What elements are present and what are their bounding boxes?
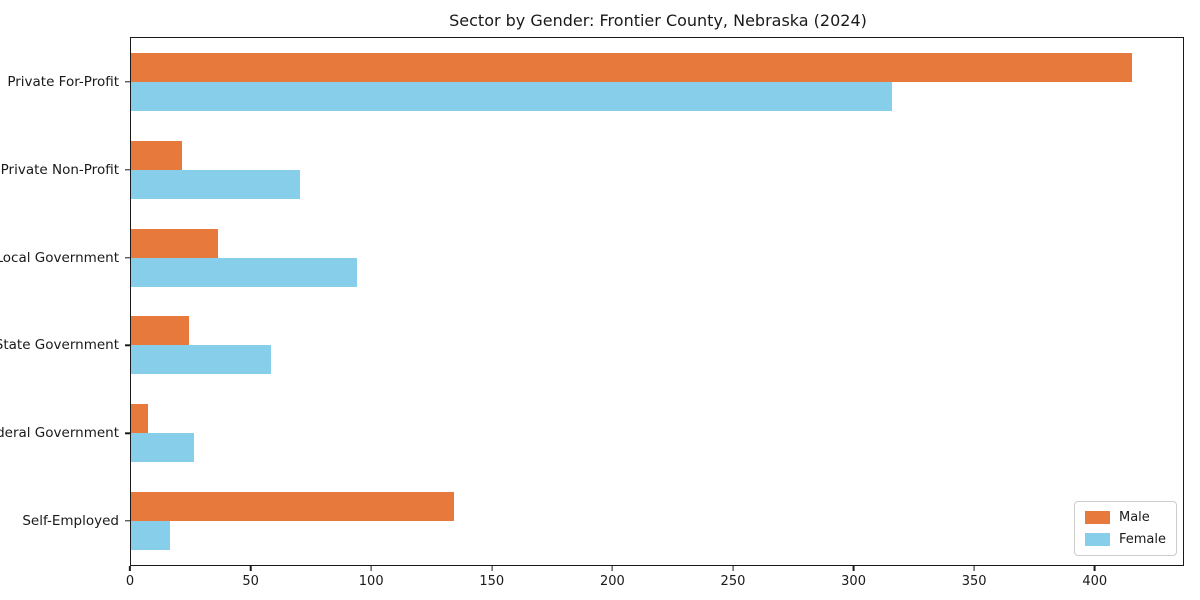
x-tick-mark [1094, 566, 1096, 571]
female-swatch-icon [1084, 533, 1110, 546]
bar-group-federal-government: Federal Government [0, 389, 1183, 477]
x-tick: 100 [359, 566, 384, 589]
legend-item-male: Male [1084, 510, 1166, 525]
category-label: Federal Government [0, 425, 119, 442]
bar-male [131, 492, 454, 522]
x-tick-label: 150 [479, 574, 505, 589]
x-tick-label: 250 [720, 574, 746, 589]
x-tick-label: 50 [242, 574, 259, 589]
bar-group-local-government: Local Government [0, 214, 1183, 302]
x-tick-mark [370, 566, 372, 571]
x-tick-label: 200 [599, 574, 625, 589]
y-tick [125, 520, 130, 522]
y-tick [125, 344, 130, 347]
x-tick-mark [732, 566, 734, 571]
x-tick-mark [852, 566, 855, 571]
x-tick-mark [129, 566, 131, 571]
legend-label-female: Female [1118, 532, 1166, 547]
category-label: Private For-Profit [7, 73, 119, 90]
bar-female [131, 81, 892, 111]
bar-male [131, 228, 218, 258]
x-tick-mark [973, 566, 975, 571]
y-tick [125, 256, 130, 259]
bar-group-private-non-profit: Private Non-Profit [1, 126, 1183, 214]
bar-male [131, 316, 189, 346]
x-axis: 0 50 100 150 200 250 300 350 400 [126, 566, 1184, 596]
bar-female [131, 521, 170, 551]
x-tick-label: 350 [961, 574, 987, 589]
y-tick [125, 169, 130, 171]
bar-female [131, 257, 358, 287]
legend-item-female: Female [1084, 532, 1166, 547]
legend-label-male: Male [1118, 510, 1150, 525]
x-tick: 50 [242, 566, 259, 589]
bar-group-self-employed: Self-Employed [22, 477, 1183, 565]
bar-male [131, 140, 182, 170]
category-label: Local Government [0, 249, 119, 266]
category-label: Private Non-Profit [0, 161, 119, 178]
bar-groups: Private For-Profit Private Non-Profit Lo… [0, 38, 1183, 565]
x-tick: 200 [600, 566, 625, 589]
bar-group-private-for-profit: Private For-Profit [7, 38, 1183, 126]
legend: Male Female [1073, 501, 1177, 556]
y-tick [125, 432, 130, 434]
plot-area: Private For-Profit Private Non-Profit Lo… [0, 37, 1184, 566]
x-tick: 350 [962, 566, 987, 589]
bar-male [131, 52, 1133, 82]
bar-male [131, 404, 148, 434]
x-tick-label: 0 [125, 574, 135, 589]
x-tick: 400 [1082, 566, 1107, 589]
x-tick-label: 300 [841, 574, 866, 589]
x-tick-mark [611, 566, 614, 571]
bar-group-state-government: State Government [0, 301, 1183, 389]
chart-title: Sector by Gender: Frontier County, Nebra… [449, 11, 867, 30]
bar-female [131, 345, 271, 375]
bar-female [131, 433, 194, 463]
category-label: State Government [0, 337, 119, 354]
x-tick: 150 [479, 566, 504, 589]
x-tick-mark [249, 566, 252, 571]
x-tick: 250 [720, 566, 746, 589]
bar-female [131, 169, 300, 199]
y-tick [125, 81, 130, 83]
male-swatch-icon [1084, 511, 1110, 524]
x-tick-label: 400 [1082, 574, 1108, 589]
category-label: Self-Employed [22, 513, 119, 530]
x-tick-label: 100 [358, 574, 384, 589]
x-tick-mark [491, 566, 493, 571]
x-tick: 0 [126, 566, 134, 589]
x-tick: 300 [841, 566, 866, 589]
